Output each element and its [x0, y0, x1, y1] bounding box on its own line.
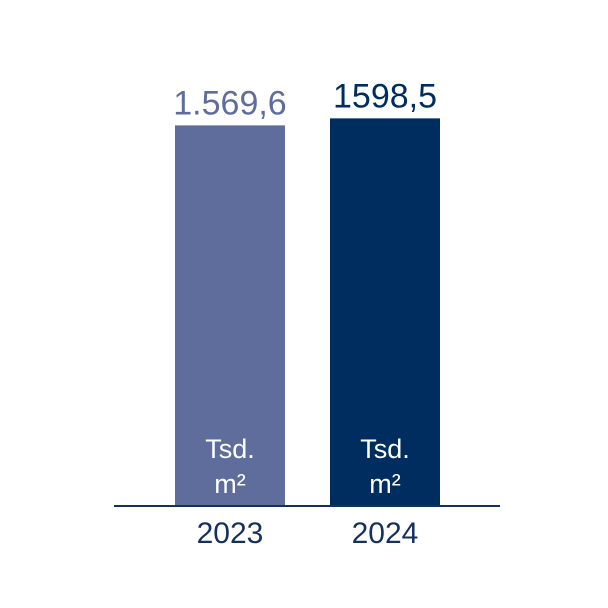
- value-label-2023: 1.569,6: [173, 84, 286, 122]
- x-tick-label-2024: 2024: [352, 517, 419, 550]
- unit-label-line2-2023: m²: [214, 469, 245, 499]
- bar-2023: [175, 125, 285, 506]
- unit-label-line2-2024: m²: [369, 469, 400, 499]
- value-label-2024: 1598,5: [333, 77, 437, 115]
- bars-group: [175, 118, 440, 507]
- bar-2024: [330, 118, 440, 507]
- labels-group: 1.569,6 Tsd. m² 2023 1598,5 Tsd. m² 2024: [173, 77, 437, 550]
- unit-label-line1-2024: Tsd.: [360, 434, 410, 464]
- x-tick-label-2023: 2023: [197, 517, 264, 550]
- unit-label-line1-2023: Tsd.: [205, 434, 255, 464]
